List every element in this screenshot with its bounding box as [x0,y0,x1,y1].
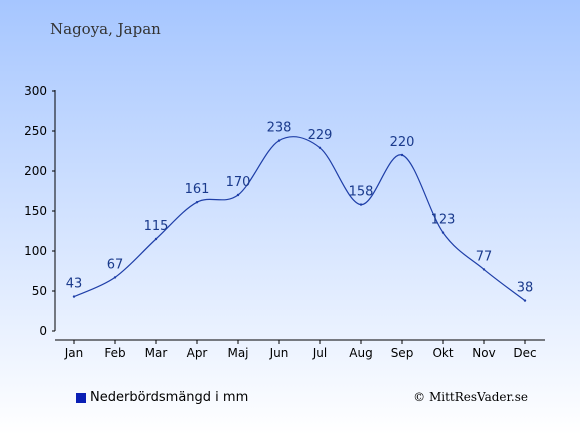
y-tick-label: 100 [24,244,47,258]
data-point [359,203,363,206]
data-point [482,268,486,271]
x-tick-label: Nov [472,346,495,360]
data-point [236,193,240,197]
x-tick-label: Jun [269,346,289,360]
data-point [277,139,281,142]
data-point [523,299,527,302]
y-tick-label: 0 [39,324,47,338]
data-label: 38 [517,281,534,296]
legend-label: Nederbördsmängd i mm [90,390,249,405]
legend-swatch [76,392,86,403]
legend: Nederbördsmängd i mm [76,390,248,405]
x-tick-label: Maj [227,346,248,360]
data-point [318,146,322,149]
x-tick-label: Jan [64,346,84,360]
x-tick-label: Jul [312,346,327,360]
data-label: 43 [66,277,83,292]
y-tick-label: 50 [32,284,47,298]
data-point [400,153,404,157]
chart-title: Nagoya, Japan [50,20,161,38]
data-label: 77 [476,249,493,264]
data-label: 115 [144,219,169,234]
series-line [73,136,526,302]
x-tick-label: Okt [432,346,453,360]
data-label: 123 [431,213,456,228]
credit: © MittResVader.se [413,390,528,404]
data-label: 229 [308,128,333,143]
y-tick-label: 150 [24,204,47,218]
data-label: 67 [107,257,124,272]
x-tick-label: Sep [391,346,414,360]
data-point [72,295,76,298]
data-label: 220 [390,135,415,150]
data-label: 161 [185,182,210,197]
data-point [113,276,117,279]
data-point [154,237,158,241]
data-label: 158 [349,185,374,200]
data-point [195,201,199,204]
x-tick-label: Aug [349,346,372,360]
x-tick-label: Feb [104,346,125,360]
data-label: 170 [226,175,251,190]
x-tick-label: Mar [145,346,168,360]
y-tick-label: 300 [24,84,47,98]
data-label: 238 [267,121,292,136]
y-tick-label: 200 [24,164,47,178]
x-tick-label: Apr [187,346,208,360]
y-tick-label: 250 [24,124,47,138]
x-tick-label: Dec [513,346,536,360]
data-point [441,231,445,234]
